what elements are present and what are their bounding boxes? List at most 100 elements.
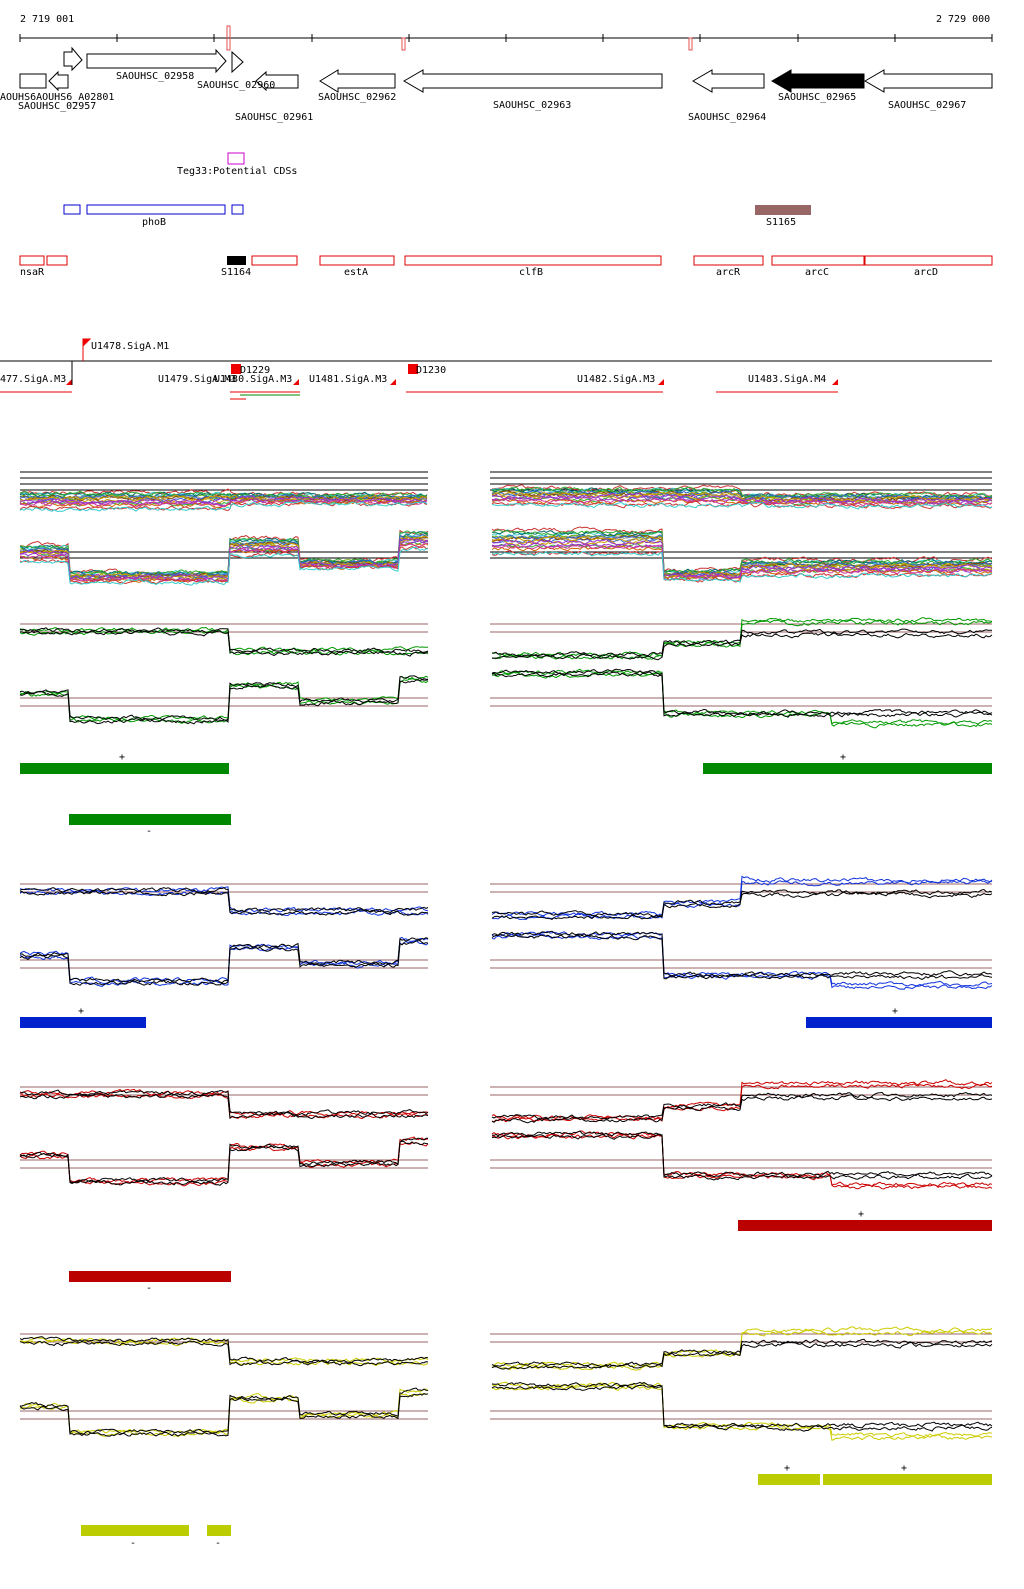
promoter-flag[interactable] bbox=[66, 379, 72, 385]
segment-bar-green[interactable] bbox=[69, 814, 231, 825]
rna-label: nsaR bbox=[20, 267, 45, 278]
profile-trace-blue bbox=[491, 875, 993, 917]
profile-trace-green bbox=[491, 631, 993, 661]
segment-strand-label: + bbox=[119, 752, 125, 763]
rna-label: S1164 bbox=[221, 267, 251, 278]
segment-bar-green[interactable] bbox=[20, 763, 229, 774]
overview-trace bbox=[491, 491, 993, 502]
promoter-flag[interactable] bbox=[82, 338, 92, 361]
profile-trace-blue bbox=[491, 933, 993, 990]
segment-bar-red[interactable] bbox=[738, 1220, 992, 1231]
rna-box-arcC[interactable] bbox=[771, 255, 865, 266]
segment-strand-label: - bbox=[146, 1283, 152, 1294]
profile-trace-red bbox=[491, 1130, 993, 1178]
promoter-box-d1230[interactable] bbox=[408, 364, 418, 374]
segment-strand-label: - bbox=[130, 1538, 136, 1549]
rna-label: arcR bbox=[716, 267, 741, 278]
segment-strand-label: + bbox=[892, 1006, 898, 1017]
promoter-flag[interactable] bbox=[390, 379, 396, 385]
segment-strand-label: - bbox=[215, 1538, 221, 1549]
gene-arrow-SAOUHSC_02958[interactable] bbox=[86, 48, 227, 74]
overview-trace bbox=[491, 550, 993, 583]
profile-trace-yellow bbox=[19, 1340, 429, 1367]
profile-trace-blue bbox=[19, 936, 429, 985]
gene-arrow-SAOUHSC_02957[interactable] bbox=[19, 73, 47, 89]
profile-trace-green bbox=[491, 671, 993, 718]
ruler-marker[interactable] bbox=[401, 37, 406, 51]
promoter-label: 477.SigA.M3 bbox=[0, 374, 66, 385]
segment-bar-red[interactable] bbox=[69, 1271, 231, 1282]
promoter-track: U1478.SigA.M1 477.SigA.M3 U1479.SigA.M3 … bbox=[0, 338, 992, 400]
profile-trace-yellow bbox=[491, 1381, 993, 1429]
start-coordinate: 2 719 001 bbox=[20, 14, 74, 25]
segment-bar-yellow[interactable] bbox=[823, 1474, 992, 1485]
profile-trace-blue bbox=[19, 890, 429, 917]
rna-label: clfB bbox=[519, 267, 543, 278]
segment-bar-yellow[interactable] bbox=[207, 1525, 231, 1536]
gene-arrow-SAOUHSC_02967[interactable] bbox=[864, 69, 993, 93]
gene-labels: AOUHS6AOUHS6_A02801 SAOUHSC_02957 SAOUHS… bbox=[0, 71, 966, 123]
gene-arrow-SAOUHSC_02963[interactable] bbox=[403, 69, 663, 93]
phob-box[interactable] bbox=[86, 204, 226, 215]
promoter-box-d1229[interactable] bbox=[231, 364, 241, 374]
coordinate-ruler: 2 719 001 2 729 000 bbox=[19, 14, 993, 51]
profile-trace-yellow bbox=[19, 1387, 429, 1435]
rna-box-nsaR[interactable] bbox=[19, 255, 45, 266]
potential-cds-box[interactable] bbox=[227, 152, 245, 165]
segment-bar-yellow[interactable] bbox=[758, 1474, 820, 1485]
segment-strand-label: + bbox=[901, 1463, 907, 1474]
gene-arrow-SAOUHSC_A02801[interactable] bbox=[48, 70, 69, 92]
segment-bar-yellow[interactable] bbox=[81, 1525, 189, 1536]
segment-bar-blue[interactable] bbox=[20, 1017, 146, 1028]
ruler-ticks bbox=[19, 34, 993, 42]
overview-trace bbox=[19, 491, 428, 499]
segment-bar-blue[interactable] bbox=[806, 1017, 992, 1028]
promoter-label: U1480.SigA.M3 bbox=[214, 374, 292, 385]
segment-bar-green[interactable] bbox=[703, 763, 992, 774]
profile-trace-blue bbox=[491, 930, 993, 978]
gene-arrow-SAOUHSC_02962[interactable] bbox=[319, 69, 396, 93]
gene-label: SAOUHSC_02962 bbox=[318, 92, 396, 103]
profile-trace-blue bbox=[19, 937, 429, 984]
rna-box-S1164[interactable] bbox=[227, 256, 246, 265]
gene-arrow-SAOUHSC_02960[interactable] bbox=[231, 50, 244, 74]
ruler-marker[interactable] bbox=[688, 37, 693, 51]
gene-arrow-SAOUHSC_02961[interactable] bbox=[255, 70, 299, 92]
profile-trace-blue bbox=[19, 890, 429, 916]
gene-arrow-SAOUHSC_02965[interactable] bbox=[771, 69, 865, 93]
profile-trace-blue bbox=[491, 891, 993, 920]
rna-box-arcR[interactable] bbox=[693, 255, 764, 266]
segment-bars: + - + + + + - + + - - bbox=[20, 752, 992, 1549]
phob-box[interactable] bbox=[231, 204, 244, 215]
rna-box-clfB[interactable] bbox=[404, 255, 662, 266]
phob-box[interactable] bbox=[63, 204, 81, 215]
gene-arrow-small[interactable] bbox=[63, 46, 83, 72]
ruler-marker[interactable] bbox=[226, 25, 231, 51]
overview-trace bbox=[19, 531, 429, 577]
promoter-label: U1479.SigA.M3 bbox=[158, 374, 236, 385]
s1165-box[interactable] bbox=[755, 205, 811, 215]
overview-trace bbox=[491, 535, 993, 577]
rna-box[interactable] bbox=[46, 255, 68, 266]
profile-trace-yellow bbox=[491, 1326, 993, 1368]
segment-strand-label: + bbox=[840, 752, 846, 763]
profile-trace-yellow bbox=[19, 1336, 429, 1364]
rna-box-estA[interactable] bbox=[319, 255, 395, 266]
promoter-flag[interactable] bbox=[293, 379, 299, 385]
rna-box[interactable] bbox=[251, 255, 298, 266]
overview-trace bbox=[19, 495, 428, 504]
gene-label: SAOUHSC_02958 bbox=[116, 71, 194, 82]
rna-box-arcD[interactable] bbox=[864, 255, 993, 266]
operon-track: phoB S1165 bbox=[63, 204, 811, 228]
promoter-flag[interactable] bbox=[658, 379, 664, 385]
profile-trace-blue bbox=[491, 888, 993, 918]
overview-trace bbox=[19, 529, 429, 576]
gene-label: SAOUHSC_02965 bbox=[778, 92, 856, 103]
profile-trace-yellow bbox=[19, 1393, 429, 1438]
promoter-flag[interactable] bbox=[832, 379, 838, 385]
gene-arrow-SAOUHSC_02964[interactable] bbox=[692, 69, 765, 93]
promoter-label: U1478.SigA.M1 bbox=[91, 341, 169, 352]
promoter-label: U1481.SigA.M3 bbox=[309, 374, 387, 385]
end-coordinate: 2 729 000 bbox=[936, 14, 990, 25]
